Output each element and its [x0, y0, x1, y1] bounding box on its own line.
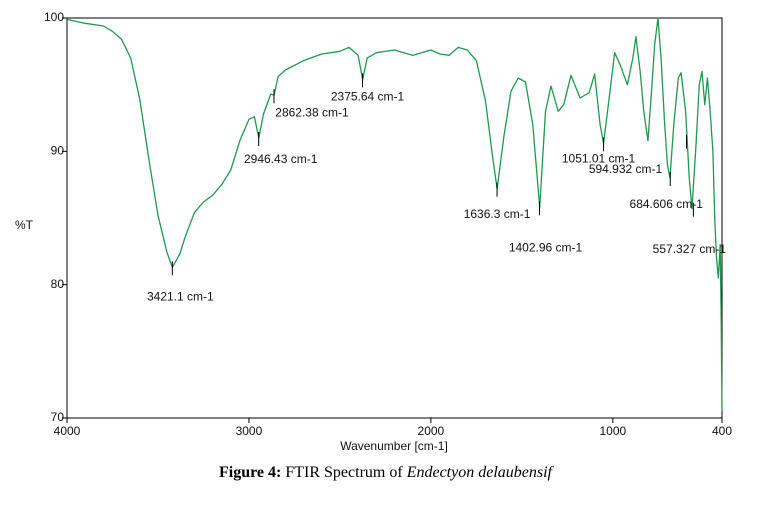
peak-label: 2375.64 cm-1: [331, 90, 405, 104]
x-tick-label: 2000: [418, 424, 445, 438]
spectrum-line: [66, 17, 723, 412]
x-tick-label: 1000: [599, 424, 626, 438]
peak-label: 2946.43 cm-1: [244, 152, 318, 166]
peak-label: 1051.01 cm-1: [562, 152, 636, 166]
caption: Figure 4: FTIR Spectrum of Endectyon del…: [0, 464, 771, 482]
caption-text: FTIR Spectrum of: [285, 464, 403, 481]
plot-frame: [66, 17, 723, 419]
caption-italic: Endectyon delaubensif: [406, 464, 552, 481]
peak-label: 594.932 cm-1: [589, 162, 663, 176]
y-tick-label: 70: [51, 410, 65, 424]
peak-label: 684.606 cm-1: [630, 197, 704, 211]
peak-label: 1636.3 cm-1: [464, 207, 531, 221]
y-tick-label: 90: [51, 144, 65, 158]
caption-bold: Figure 4:: [219, 464, 282, 481]
x-axis-label: Wavenumber [cm-1]: [340, 439, 448, 453]
y-tick-label: 80: [51, 277, 65, 291]
x-tick-label: 3000: [236, 424, 263, 438]
peak-label: 1402.96 cm-1: [509, 241, 583, 255]
peak-label: 557.327 cm-1: [653, 242, 727, 256]
chart: %T Wavenumber [cm-1] 70 80 90 100 4000 3000 20…: [15, 10, 732, 453]
y-axis-label: %T: [15, 218, 34, 232]
peak-label: 3421.1 cm-1: [147, 290, 214, 304]
x-tick-label: 400: [712, 424, 732, 438]
peak-label: 2862.38 cm-1: [275, 106, 349, 120]
x-tick-label: 4000: [54, 424, 81, 438]
y-tick-label: 100: [44, 10, 64, 24]
